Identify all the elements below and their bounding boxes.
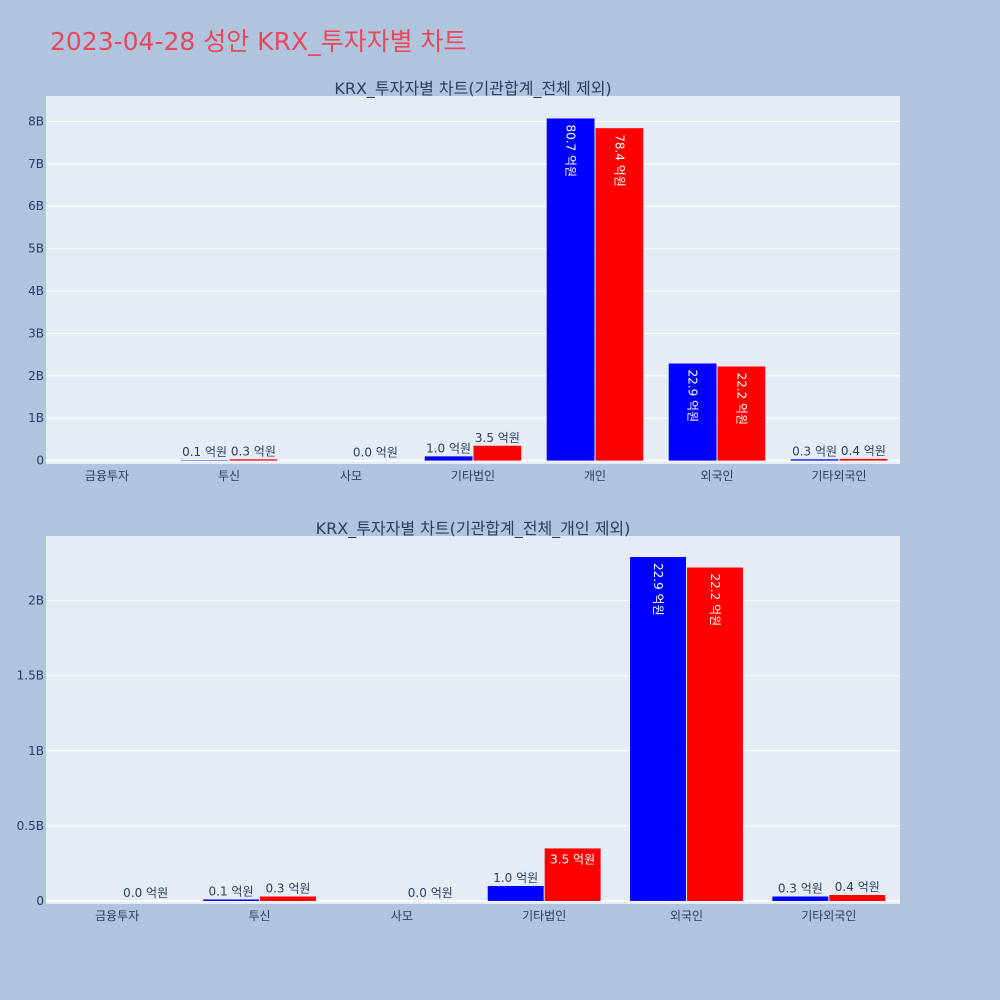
bar-buy — [630, 557, 686, 901]
y-tick-label: 2B — [28, 369, 44, 383]
x-tick-label: 투신 — [248, 909, 270, 923]
x-tick-label: 금융투자 — [95, 909, 139, 923]
x-tick-label: 기타외국인 — [801, 909, 856, 923]
x-tick-label: 사모 — [340, 469, 362, 483]
data-label: 22.9 억원 — [651, 563, 665, 616]
bar-buy — [203, 899, 259, 901]
bar-sell — [260, 896, 316, 901]
bar-sell — [829, 894, 886, 901]
x-tick-label: 금융투자 — [85, 469, 129, 483]
x-tick-label: 기타법인 — [451, 469, 495, 483]
x-tick-label: 사모 — [391, 909, 413, 923]
y-tick-label: 6B — [28, 199, 44, 213]
y-tick-label: 2B — [28, 594, 44, 608]
plot-area — [46, 536, 900, 904]
y-tick-label: 1B — [28, 411, 44, 425]
data-label: 0.4 억원 — [841, 444, 886, 458]
y-tick-label: 0 — [36, 894, 44, 908]
data-label: 0.0 억원 — [353, 446, 398, 460]
chart-1: KRX_투자자별 차트(기관합계_전체 제외) 0 1B 2B 3B 4B 5B 6B 7B 8B… — [28, 79, 900, 483]
x-tick-label: 외국인 — [700, 469, 733, 483]
bar-buy — [424, 456, 473, 461]
y-tick-label: 3B — [28, 326, 44, 340]
data-label: 0.0 억원 — [408, 886, 453, 900]
data-label: 22.9 억원 — [686, 370, 700, 423]
data-label: 0.1 억원 — [182, 445, 227, 459]
page-title: 2023-04-28 성안 KRX_투자자별 차트 — [50, 27, 467, 56]
bar-sell — [595, 128, 644, 461]
chart-2: KRX_투자자별 차트(기관합계_전체_개인 제외) 0 0.5B 1B 1.5B 2B 금… — [17, 519, 900, 923]
bar-buy — [772, 896, 829, 901]
x-tick-label: 기타법인 — [522, 909, 566, 923]
data-label: 0.3 억원 — [778, 881, 823, 895]
y-tick-label: 5B — [28, 242, 44, 256]
data-label: 0.3 억원 — [231, 444, 276, 458]
y-tick-label: 0 — [36, 454, 44, 468]
y-tick-label: 0.5B — [17, 819, 44, 833]
bar-sell — [839, 458, 888, 461]
data-label: 0.0 억원 — [123, 886, 168, 900]
y-tick-label: 8B — [28, 114, 44, 128]
x-tick-label: 기타외국인 — [811, 469, 866, 483]
bar-sell — [717, 366, 766, 461]
chart-title: KRX_투자자별 차트(기관합계_전체_개인 제외) — [316, 519, 631, 539]
bar-sell — [544, 848, 601, 901]
data-label: 0.3 억원 — [265, 881, 310, 895]
bar-buy — [546, 118, 595, 461]
x-tick-label: 투신 — [218, 469, 240, 483]
bar-sell — [687, 567, 743, 901]
data-label: 3.5 억원 — [475, 431, 520, 445]
plot-area — [46, 96, 900, 464]
data-label: 78.4 억원 — [612, 134, 626, 187]
y-tick-label: 1B — [28, 744, 44, 758]
x-tick-label: 개인 — [584, 469, 606, 483]
data-label: 0.3 억원 — [792, 444, 837, 458]
data-label: 1.0 억원 — [426, 441, 471, 455]
data-label: 3.5 억원 — [550, 852, 595, 866]
y-tick-label: 1.5B — [17, 669, 44, 683]
data-label: 1.0 억원 — [493, 871, 538, 885]
bar-buy — [790, 459, 839, 461]
bar-buy — [668, 363, 717, 461]
chart-title: KRX_투자자별 차트(기관합계_전체 제외) — [334, 79, 611, 99]
data-label: 80.7 억원 — [564, 124, 578, 177]
bar-sell — [229, 459, 278, 461]
bar-buy — [487, 885, 544, 901]
x-tick-label: 외국인 — [670, 909, 703, 923]
data-label: 0.4 억원 — [835, 880, 880, 894]
data-label: 22.2 억원 — [708, 574, 722, 627]
y-tick-label: 7B — [28, 157, 44, 171]
data-label: 22.2 억원 — [734, 372, 748, 425]
data-label: 0.1 억원 — [209, 884, 254, 898]
y-tick-label: 4B — [28, 284, 44, 298]
bar-sell — [473, 445, 522, 461]
